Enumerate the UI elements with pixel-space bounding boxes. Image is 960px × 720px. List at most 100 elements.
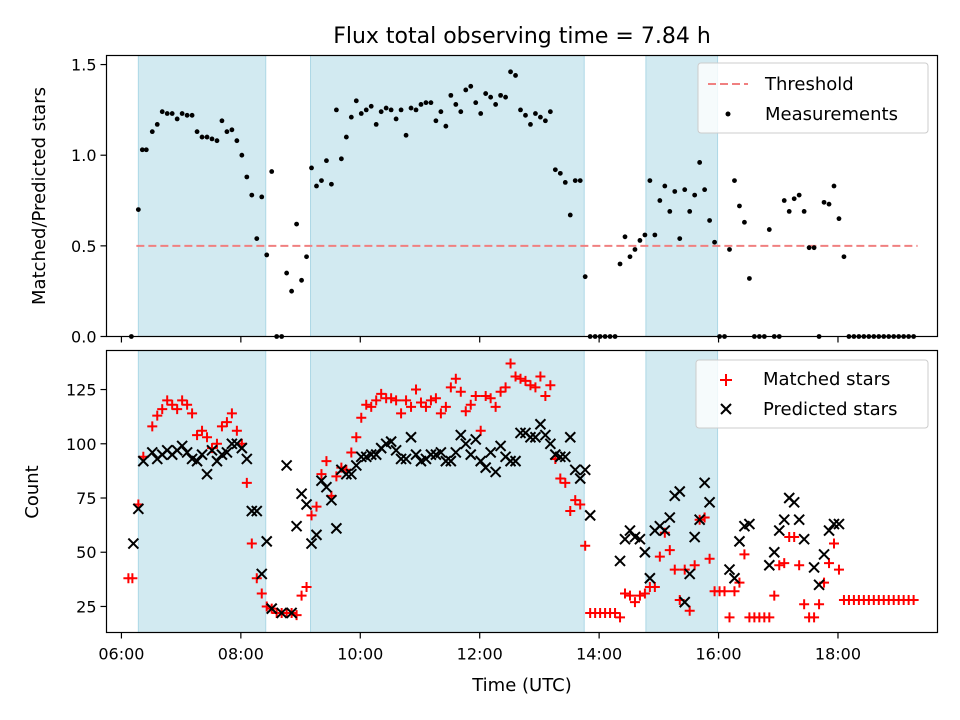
measurement-point (383, 105, 389, 111)
predicted-star-point (191, 455, 203, 467)
matched-star-point (764, 612, 775, 623)
predicted-star-point (614, 555, 626, 567)
predicted-star-point (310, 529, 323, 541)
matched-star-point (510, 371, 521, 382)
matched-star-point (824, 558, 835, 569)
measurement-point (259, 194, 265, 200)
predicted-star-point (743, 518, 756, 530)
matched-star-point (391, 395, 402, 406)
matched-star-point (639, 588, 650, 599)
measurement-point (154, 121, 160, 127)
measurement-point (423, 100, 429, 106)
xtick-label: 06:00 (98, 645, 144, 664)
measurement-point (348, 114, 354, 120)
measurement-point (229, 127, 235, 133)
measurement-point (483, 91, 489, 96)
matched-star-point (216, 421, 227, 432)
matched-star-point (221, 417, 232, 428)
measurement-point (562, 180, 568, 185)
measurement-point (139, 147, 145, 153)
matched-star-point (376, 388, 387, 399)
predicted-star-point (305, 537, 318, 550)
measurement-point (547, 109, 553, 115)
predicted-star-point (823, 524, 835, 537)
predicted-star-point (524, 431, 537, 443)
matched-star-point (346, 447, 357, 458)
predicted-star-point (410, 448, 422, 461)
predicted-star-point (265, 602, 278, 615)
predicted-star-point (211, 455, 223, 467)
measurement-point (214, 138, 220, 144)
measurement-point (309, 165, 314, 171)
predicted-star-point (644, 572, 656, 584)
predicted-star-point (773, 524, 785, 537)
matched-star-point (490, 401, 501, 412)
measurement-point (159, 109, 165, 115)
measurement-point (737, 203, 742, 209)
measurement-point (796, 192, 802, 198)
measurement-point (373, 121, 379, 127)
measurement-point (378, 109, 384, 115)
predicted-star-point (206, 444, 218, 456)
predicted-star-point (350, 459, 363, 472)
matched-star-point (729, 586, 740, 597)
measurement-point (143, 147, 149, 153)
matched-star-point (520, 375, 531, 386)
matched-star-point (420, 401, 431, 412)
predicted-star-point (455, 429, 467, 441)
predicted-star-point (579, 464, 591, 476)
measurement-point (692, 192, 698, 198)
predicted-star-point (688, 531, 701, 543)
predicted-star-point (479, 461, 492, 474)
measurement-point (368, 103, 374, 109)
matched-star-point (724, 612, 735, 623)
measurement-point (249, 192, 255, 198)
matched-star-point (719, 586, 730, 597)
predicted-star-point (693, 513, 706, 526)
matched-star-point (296, 590, 307, 601)
measurement-point (488, 94, 494, 100)
predicted-star-point (470, 433, 482, 446)
predicted-star-point (489, 466, 502, 478)
predicted-star-point (494, 440, 507, 452)
measurement-point (513, 73, 518, 78)
matched-star-point (480, 391, 491, 402)
top-axes-frame (105, 54, 939, 338)
predicted-star-point (435, 446, 447, 459)
matched-star-point (629, 597, 640, 608)
measurement-point (493, 102, 499, 107)
measurement-point (219, 118, 225, 124)
matched-star-point (769, 590, 780, 601)
matched-star-point (689, 560, 700, 571)
matched-star-point (799, 599, 810, 610)
measurement-point (766, 227, 772, 232)
matched-star-point (570, 495, 581, 506)
matched-star-point (331, 471, 342, 482)
matched-star-point (172, 404, 183, 415)
measurement-point (299, 277, 304, 283)
predicted-star-point (132, 503, 145, 515)
legend-predicted-swatch (720, 403, 732, 415)
ytick-label: 50 (76, 543, 96, 562)
top-panel: 0.0 0.5 1.0 1.5 Matched/Predicted stars Thr… (29, 54, 939, 347)
predicted-star-point (345, 468, 358, 480)
matched-star-point (301, 581, 312, 592)
matched-star-point (500, 382, 511, 393)
measurement-point (438, 109, 444, 115)
measurement-point (642, 232, 648, 238)
measurement-point (552, 167, 558, 173)
predicted-star-point (315, 474, 328, 487)
measurement-point (732, 178, 737, 183)
predicted-star-point (763, 559, 776, 571)
measurement-point (538, 114, 543, 120)
xtick-label: 18:00 (815, 645, 861, 664)
predicted-star-point (484, 446, 497, 459)
measurement-point (572, 178, 578, 183)
xtick-label: 10:00 (337, 645, 383, 664)
matched-star-point (386, 393, 397, 404)
matched-star-point (455, 386, 466, 397)
matched-star-point (187, 408, 198, 419)
measurement-point (413, 107, 419, 113)
predicted-star-point (325, 494, 338, 506)
measurement-point (627, 254, 633, 260)
